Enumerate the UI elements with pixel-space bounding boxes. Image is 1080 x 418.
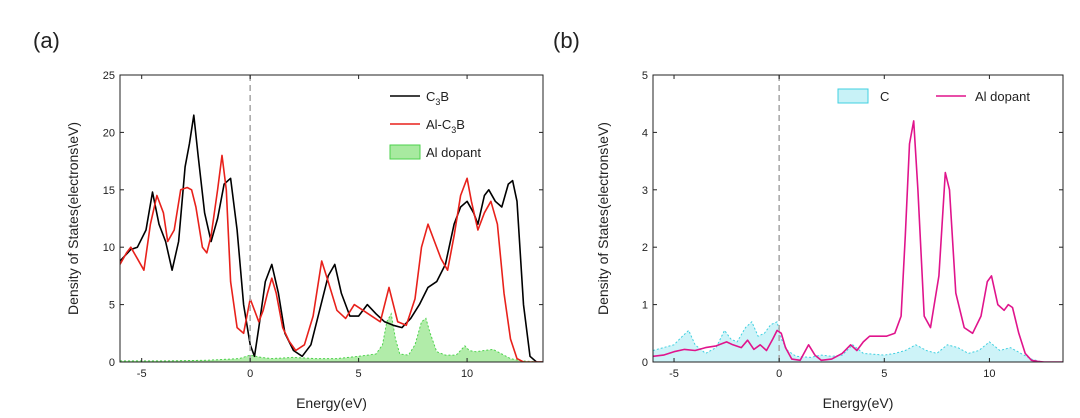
- y-tick-label: 4: [642, 127, 648, 139]
- series-line-al-c3b: [120, 154, 543, 362]
- legend-item-c: C: [837, 88, 889, 104]
- legend-item-al-dopant: Al dopant: [389, 144, 481, 160]
- y-tick-label: 3: [642, 185, 648, 197]
- x-tick-label: -5: [137, 368, 147, 380]
- x-tick-label: 5: [881, 368, 887, 380]
- y-tick-label: 1: [642, 300, 648, 312]
- legend-label: C: [880, 89, 889, 104]
- legend-item-al-c3b: Al-C3B: [390, 117, 465, 135]
- axes-frame: [652, 74, 1064, 363]
- series-line-c3b: [120, 114, 543, 362]
- series-area-al-dopant: [120, 313, 543, 362]
- x-tick-label: 0: [247, 368, 253, 380]
- y-tick-label: 15: [103, 185, 115, 197]
- x-tick-label: -5: [669, 368, 679, 380]
- y-axis-label: Density of States(electrons\eV): [595, 122, 611, 315]
- series-area-c: [653, 321, 1063, 362]
- x-axis-label: Energy(eV): [823, 395, 894, 411]
- x-tick-label: 0: [776, 368, 782, 380]
- legend-label: Al dopant: [426, 145, 481, 160]
- y-tick-label: 5: [642, 70, 648, 82]
- y-tick-label: 20: [103, 127, 115, 139]
- x-tick-label: 10: [983, 368, 995, 380]
- y-tick-label: 0: [109, 357, 115, 369]
- legend: C Al dopant: [837, 88, 1030, 104]
- legend-label: Al-C3B: [426, 117, 465, 135]
- panel-label-b: (b): [553, 28, 580, 53]
- legend-label: C3B: [426, 89, 449, 107]
- panel-label-a: (a): [33, 28, 60, 53]
- y-tick-label: 0: [642, 357, 648, 369]
- y-axis-label: Density of States(electrons\eV): [65, 122, 81, 315]
- y-tick-label: 2: [642, 242, 648, 254]
- legend-swatch: [389, 144, 421, 160]
- legend: C3B Al-C3B Al dopant: [389, 89, 481, 160]
- series-line-al-dopant: [653, 120, 1063, 362]
- chart-panel-a: -5 0 5 10 0 5 10 15 20 25 Energy(eV) Density of Sta…: [65, 70, 544, 411]
- plot-area: [120, 114, 543, 362]
- y-tick-label: 25: [103, 70, 115, 82]
- x-axis-label: Energy(eV): [296, 395, 367, 411]
- x-tick-label: 5: [356, 368, 362, 380]
- legend-item-al-dopant: Al dopant: [936, 89, 1030, 104]
- x-tick-label: 10: [461, 368, 473, 380]
- plot-area: [653, 120, 1063, 362]
- series-outline-al-dopant: [120, 312, 543, 362]
- series-outline-c: [653, 320, 1063, 362]
- y-tick-label: 5: [109, 300, 115, 312]
- axes-frame: [119, 74, 544, 363]
- y-tick-label: 10: [103, 242, 115, 254]
- legend-swatch: [837, 88, 869, 104]
- legend-label: Al dopant: [975, 89, 1030, 104]
- chart-panel-b: -5 0 5 10 0 1 2 3 4 5 Energy(eV) Density of States(…: [595, 70, 1064, 411]
- legend-item-c3b: C3B: [390, 89, 449, 107]
